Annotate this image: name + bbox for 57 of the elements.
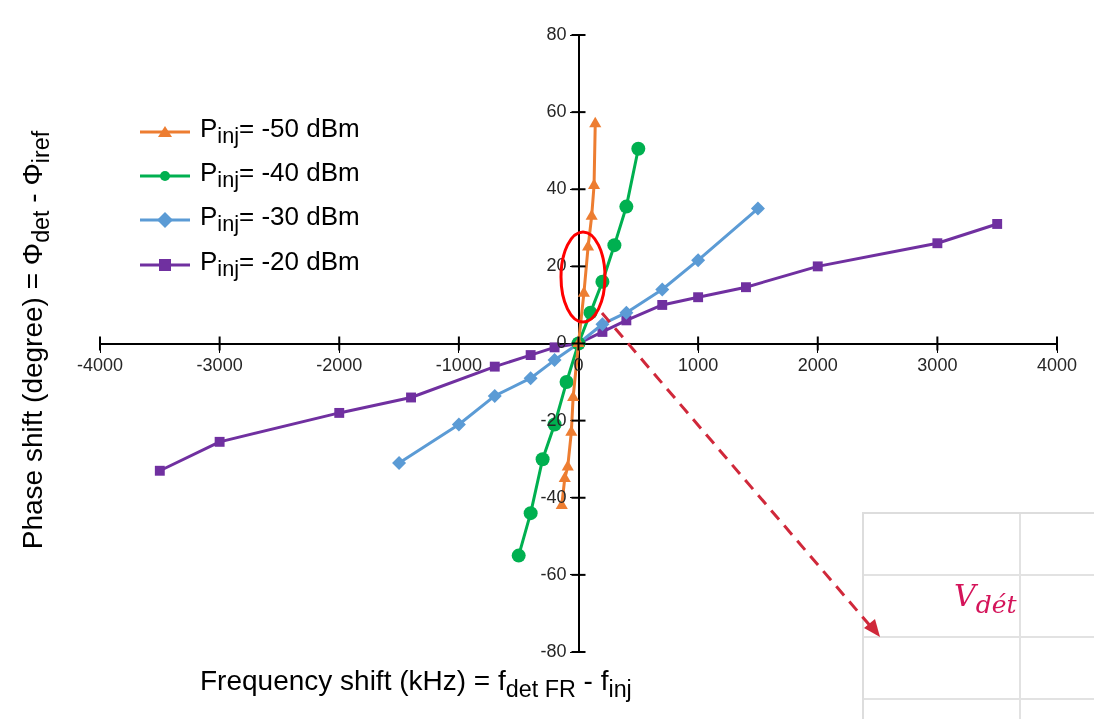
point <box>334 407 345 418</box>
point <box>511 548 526 563</box>
point <box>932 238 943 249</box>
point <box>631 141 646 156</box>
x-tick-label: -1000 <box>435 355 482 376</box>
point <box>607 238 622 253</box>
point <box>812 261 823 272</box>
point <box>619 199 634 214</box>
point <box>565 425 578 436</box>
point <box>392 456 407 471</box>
point <box>589 116 602 128</box>
point <box>585 209 598 220</box>
x-tick-label: 3000 <box>917 355 958 376</box>
point <box>451 417 466 432</box>
y-tick-label: -80 <box>540 640 567 661</box>
x-tick-label: -3000 <box>196 355 243 376</box>
point <box>657 299 668 310</box>
point <box>992 219 1003 229</box>
point <box>693 292 704 303</box>
point <box>487 388 502 403</box>
point <box>587 178 601 189</box>
x-tick-label: -4000 <box>76 355 124 376</box>
x-tick-label: -2000 <box>316 355 363 376</box>
x-tick-label: 2000 <box>797 355 838 376</box>
point <box>523 371 538 386</box>
point <box>154 465 165 476</box>
point <box>655 282 670 297</box>
point <box>535 452 550 467</box>
point <box>750 201 765 216</box>
point <box>525 350 536 361</box>
point <box>582 240 595 251</box>
x-tick-label: 4000 <box>1036 355 1078 376</box>
x-tick-label: 0 <box>573 355 584 376</box>
point <box>567 390 580 401</box>
point <box>406 392 416 403</box>
point <box>523 506 538 521</box>
point <box>214 436 225 447</box>
point <box>547 353 562 368</box>
point <box>489 361 500 372</box>
point <box>595 317 610 332</box>
point <box>741 282 751 293</box>
legend-label: P$_{inj}$= -40 dBm <box>200 156 360 195</box>
legend-label: P$_{inj}$= -50 dBm <box>200 112 360 151</box>
y-tick-label: 40 <box>546 178 567 199</box>
y-tick-label: -60 <box>540 563 567 584</box>
point <box>559 375 574 390</box>
legend-label: P$_{inj}$= -30 dBm <box>200 200 360 239</box>
point <box>558 471 571 482</box>
point <box>691 253 706 268</box>
point <box>619 305 634 320</box>
y-tick-label: 60 <box>546 101 567 122</box>
annotation: V$_{dét}$ <box>954 578 1017 619</box>
inset-picture: V$_{dét}$ <box>862 512 1094 719</box>
y-tick-label: 80 <box>546 23 567 44</box>
x-axis-title: Frequency shift (kHz) = f$_{det FR}$ - f$_{inj}$ <box>200 665 632 703</box>
legend-label: P$_{inj}$= -20 dBm <box>200 244 360 283</box>
x-tick-label: 1000 <box>678 355 719 376</box>
